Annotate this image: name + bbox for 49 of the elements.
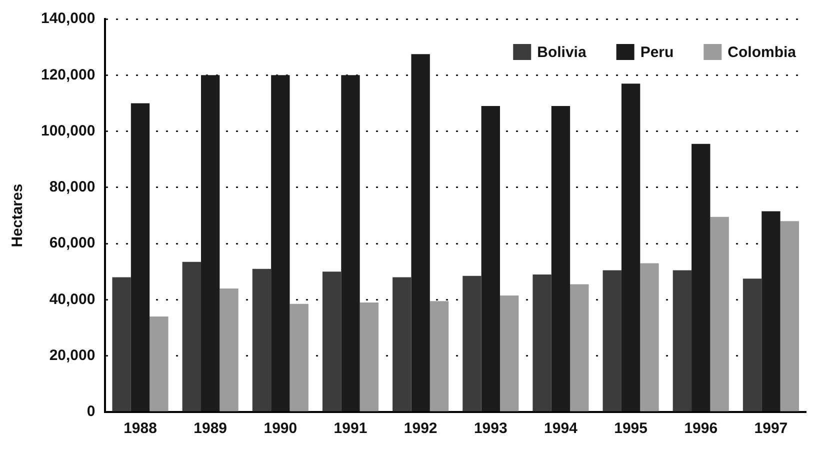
y-tick-label: 140,000 xyxy=(40,10,96,28)
x-tick-label: 1988 xyxy=(124,420,157,438)
x-tick-label: 1995 xyxy=(614,420,648,438)
bar xyxy=(500,296,519,412)
bar xyxy=(290,304,308,412)
bar xyxy=(692,144,710,412)
y-tick-label: 20,000 xyxy=(49,347,96,364)
y-axis-title: Hectares xyxy=(9,184,26,248)
bar xyxy=(481,106,500,412)
bar xyxy=(112,277,131,412)
bar xyxy=(130,103,150,412)
bar xyxy=(551,106,570,412)
y-tick-label: 120,000 xyxy=(40,66,96,84)
bar xyxy=(252,268,272,412)
x-tick-label: 1993 xyxy=(474,420,508,438)
y-tick-label: 60,000 xyxy=(49,234,96,252)
bar xyxy=(150,316,168,412)
x-tick-label: 1991 xyxy=(334,420,368,438)
bar xyxy=(462,276,482,412)
bar xyxy=(392,277,412,412)
bar xyxy=(780,221,799,412)
bar xyxy=(621,84,640,412)
bar xyxy=(360,302,379,412)
x-tick-label: 1990 xyxy=(264,420,298,438)
bar xyxy=(672,270,692,412)
bar xyxy=(532,274,552,412)
y-tick-label: 40,000 xyxy=(49,290,96,308)
legend-label: Peru xyxy=(640,44,674,62)
y-tick-label: 80,000 xyxy=(49,178,96,196)
legend-label: Colombia xyxy=(728,44,797,62)
bar xyxy=(640,263,659,412)
x-tick-label: 1996 xyxy=(684,420,718,438)
x-tick-label: 1997 xyxy=(754,420,788,438)
bar xyxy=(322,272,342,412)
bar xyxy=(182,262,201,412)
bar xyxy=(430,301,449,412)
bar xyxy=(570,284,589,412)
bar xyxy=(411,54,430,412)
y-tick-label: 0 xyxy=(86,403,96,420)
bar xyxy=(762,211,780,412)
bar xyxy=(742,278,762,412)
y-tick-label: 100,000 xyxy=(40,122,96,140)
bar xyxy=(602,270,622,412)
x-tick-label: 1989 xyxy=(194,420,228,438)
x-tick-label: 1992 xyxy=(404,420,438,438)
bar xyxy=(220,288,238,412)
bar xyxy=(710,216,729,412)
legend-label: Bolivia xyxy=(537,44,587,62)
x-tick-label: 1994 xyxy=(544,420,578,438)
